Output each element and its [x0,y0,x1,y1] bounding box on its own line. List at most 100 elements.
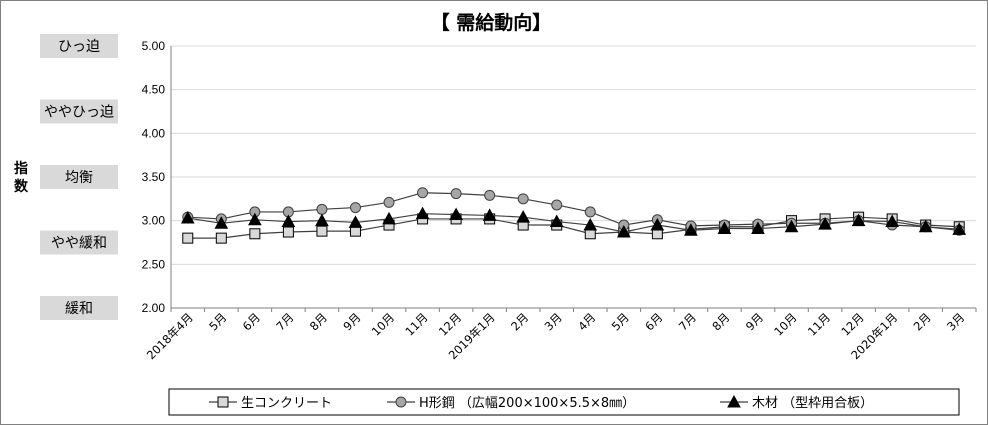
data-point [383,196,395,208]
y-tick-label: 5.00 [142,39,166,53]
x-tick-label: 5月 [206,310,229,333]
data-point [315,213,329,227]
band-box [40,34,118,58]
x-tick-label: 11月 [402,310,430,338]
data-point [818,217,832,230]
data-point [417,187,429,199]
x-tick-label: 8月 [709,310,732,333]
data-point [885,214,899,228]
data-point [450,188,462,200]
x-tick-label: 3月 [542,310,565,333]
x-tick-label: 9月 [340,310,363,333]
series-line [187,216,960,239]
data-point [248,212,262,226]
legend: 生コンクリート H形鋼 （広幅200×100×5.5×8㎜） 木材 （型枠用合板） [168,388,960,416]
legend-label: 生コンクリート [241,396,332,411]
band-box [40,99,118,124]
data-point [249,228,261,240]
data-point [316,203,328,215]
data-point [751,221,765,235]
data-point [349,202,361,214]
data-point [551,199,563,211]
data-point [918,219,933,233]
x-tick-label: 12月 [436,310,464,338]
data-point [415,206,430,220]
series-line [187,192,960,231]
legend-label: H形鋼 （広幅200×100×5.5×8㎜） [419,396,635,411]
legend-box [168,388,960,416]
data-point [482,208,497,221]
series-group [180,187,967,244]
data-point [449,207,463,221]
x-tick-label: 4月 [575,310,598,333]
data-point [214,216,229,229]
data-point [217,396,229,408]
data-point [583,217,598,231]
x-tick-label: 2月 [508,310,531,333]
y-tick-label: 4.00 [142,126,166,140]
data-point [851,213,866,227]
x-tick-label: 8月 [307,310,330,333]
series-line [187,213,960,233]
data-point [182,232,194,244]
data-point [784,219,799,233]
gridlines [170,45,977,312]
x-tick-label: 11月 [805,310,833,338]
data-point [215,232,227,244]
x-tick-label: 2018年4月 [144,310,196,362]
band-box [40,230,118,255]
data-point [382,211,396,225]
x-tick-label: 3月 [944,310,967,333]
y-tick-label: 4.50 [142,83,166,97]
data-point [584,206,596,218]
data-point [650,217,665,231]
y-axis-label: 指数 [14,160,29,195]
band-label: ややひっ迫 [44,105,114,121]
data-point [281,214,296,228]
x-tick-label: 5月 [609,310,632,333]
data-point [684,223,698,236]
series-circle [182,187,965,236]
data-point [517,193,529,205]
x-tick-label: 6月 [240,310,263,333]
y-tick-labels: 5.00 4.50 4.00 3.50 3.00 2.50 2.00 [142,39,166,315]
y-axis-label-char: 数 [14,178,29,195]
y-tick-label: 2.50 [142,257,166,271]
band-label: ひっ迫 [58,39,100,55]
y-tick-label: 3.50 [142,170,166,184]
data-point [395,396,407,408]
x-tick-label: 9月 [743,310,766,333]
data-point [549,214,564,228]
x-tick-label: 10月 [771,310,799,338]
data-point [516,210,531,223]
series-triangle [180,206,967,238]
y-tick-label: 3.00 [142,214,166,228]
data-point [316,225,328,237]
band-box [40,165,118,189]
data-point [348,215,363,228]
x-tick-label: 12月 [838,310,866,338]
data-point [717,221,732,235]
band-box [40,296,118,320]
x-tick-label: 2月 [911,310,934,333]
band-label: 均衡 [65,170,93,186]
series-square [182,211,965,244]
x-tick-label: 7月 [273,310,296,333]
data-point [282,226,294,238]
y-axis-label-char: 指 [14,160,28,177]
x-tick-label: 6月 [642,310,665,333]
data-point [484,189,496,201]
x-tick-label: 10月 [369,310,397,338]
x-tick-label: 7月 [676,310,699,333]
data-point [727,394,741,408]
data-point [952,222,967,235]
band-label: 緩和 [65,301,93,317]
chart-title: 【 需給動向】 [431,11,552,34]
legend-label: 木材 （型枠用合板） [752,396,873,411]
data-point [180,211,195,224]
data-point [616,224,631,238]
